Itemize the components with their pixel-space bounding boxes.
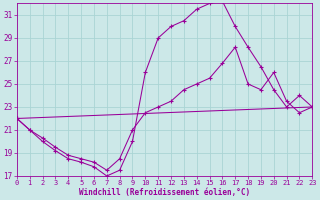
- X-axis label: Windchill (Refroidissement éolien,°C): Windchill (Refroidissement éolien,°C): [79, 188, 250, 197]
